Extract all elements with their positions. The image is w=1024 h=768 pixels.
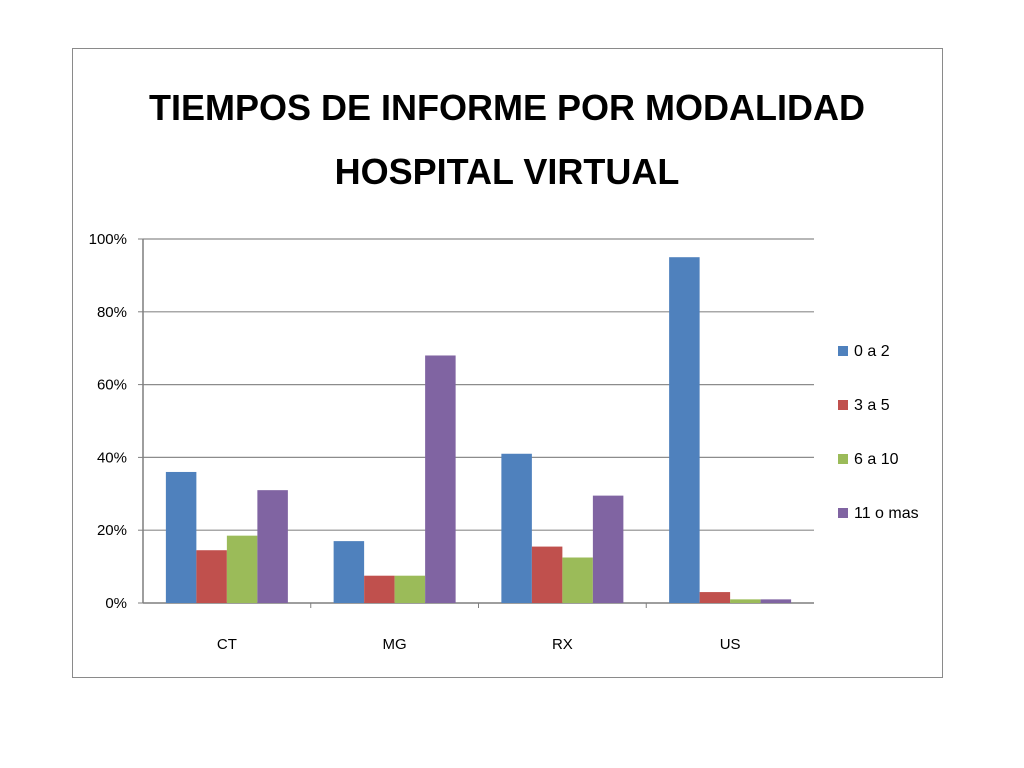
x-tick-label: MG — [383, 636, 407, 653]
y-tick-label: 80% — [97, 304, 127, 321]
y-tick-label: 40% — [97, 449, 127, 466]
legend-label: 6 a 10 — [854, 451, 899, 468]
y-axis-ticks: 0% 20% 40% 60% 80% 100% — [89, 231, 127, 612]
legend-label: 3 a 5 — [854, 397, 890, 414]
legend-label: 0 a 2 — [854, 343, 890, 360]
legend-label: 11 o mas — [854, 505, 919, 522]
x-tick-label: RX — [552, 636, 573, 653]
legend-swatch — [838, 454, 848, 464]
bar-ct-3-a-5 — [196, 550, 227, 603]
legend-swatch — [838, 346, 848, 356]
bar-ct-0-a-2 — [165, 471, 197, 603]
bars — [165, 257, 792, 603]
bar-ct-6-a-10 — [226, 535, 258, 603]
y-tick-label: 60% — [97, 377, 127, 394]
y-tick-label: 0% — [105, 595, 127, 612]
chart-title-line-1: TIEMPOS DE INFORME POR MODALIDAD — [149, 87, 865, 128]
bar-mg-3-a-5 — [364, 575, 395, 603]
y-tick-label: 100% — [89, 231, 127, 248]
chart-title-line-2: HOSPITAL VIRTUAL — [335, 151, 680, 192]
y-tick-label: 20% — [97, 522, 127, 539]
bar-rx-11-o-mas — [592, 495, 624, 603]
x-tick-label: CT — [217, 636, 237, 653]
legend-swatch — [838, 508, 848, 518]
bar-mg-0-a-2 — [333, 541, 365, 603]
bar-ct-11-o-mas — [257, 490, 288, 603]
bar-us-3-a-5 — [699, 592, 731, 603]
bar-rx-3-a-5 — [531, 546, 563, 603]
bar-mg-6-a-10 — [394, 575, 426, 603]
bar-rx-6-a-10 — [562, 557, 593, 603]
bar-us-0-a-2 — [669, 257, 700, 603]
bar-us-6-a-10 — [730, 599, 761, 603]
bar-rx-0-a-2 — [501, 453, 532, 603]
legend: 0 a 2 3 a 5 6 a 10 11 o mas — [838, 343, 919, 522]
legend-swatch — [838, 400, 848, 410]
bar-us-11-o-mas — [760, 599, 792, 603]
bar-mg-11-o-mas — [425, 355, 456, 603]
x-axis-ticks: CT MG RX US — [217, 636, 741, 653]
x-tick-label: US — [720, 636, 741, 653]
